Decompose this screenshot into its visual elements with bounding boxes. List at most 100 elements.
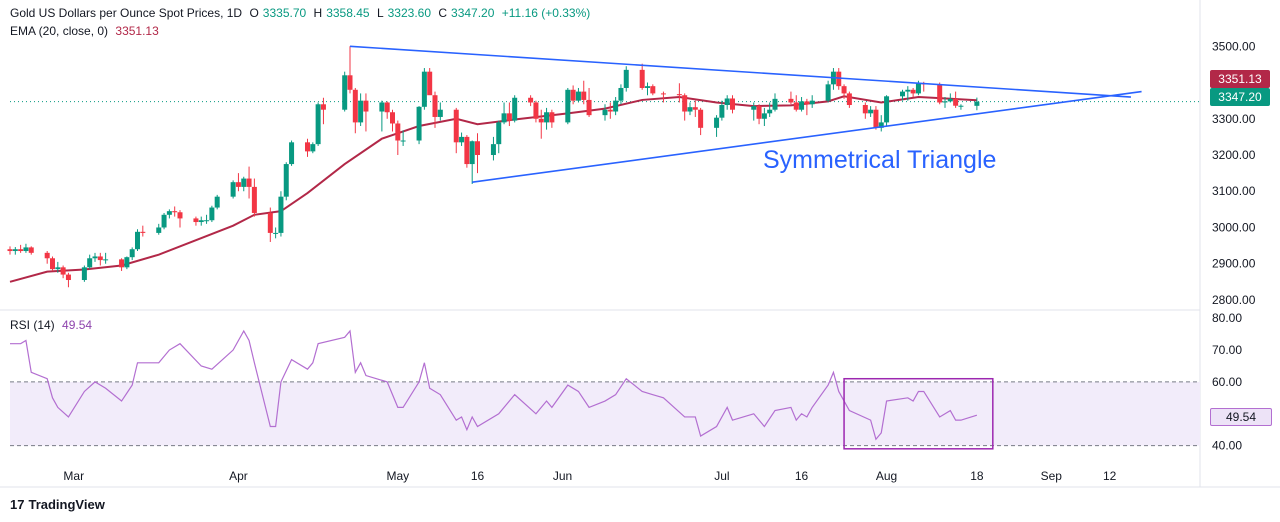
candles: [7, 46, 980, 288]
candle: [884, 95, 890, 127]
candle-body: [846, 93, 852, 106]
low-value: 3323.60: [387, 6, 432, 20]
candle: [533, 100, 539, 123]
candle-body: [161, 214, 167, 228]
low-label: L: [376, 6, 384, 20]
candle: [204, 214, 210, 224]
candle: [44, 251, 50, 264]
candle: [512, 95, 518, 123]
tradingview-logo[interactable]: 17 TradingView: [10, 497, 105, 512]
candle: [289, 140, 295, 166]
time-tick-label: May: [386, 469, 409, 483]
candle-body: [618, 87, 624, 101]
candle: [310, 142, 316, 154]
candle-body: [18, 249, 24, 252]
candle: [305, 138, 310, 157]
candle: [873, 106, 879, 130]
upper-trendline: [349, 45, 1131, 98]
candle-body: [81, 267, 87, 281]
candle-body: [140, 231, 146, 233]
ema-line: [9, 95, 977, 283]
candle: [60, 265, 66, 279]
candle-body: [719, 105, 725, 118]
candle-body: [177, 212, 183, 219]
candle-body: [97, 256, 103, 261]
candle-body: [878, 122, 884, 128]
candle-body: [209, 207, 215, 221]
candle: [836, 68, 842, 90]
candle-body: [974, 101, 980, 106]
candle: [166, 209, 172, 219]
candle: [315, 102, 321, 146]
candle-body: [602, 109, 608, 116]
candle-body: [44, 252, 50, 259]
candle-body: [459, 136, 465, 143]
candle-body: [793, 102, 799, 110]
candle-body: [267, 212, 273, 233]
candle: [267, 207, 273, 242]
candle: [81, 265, 87, 282]
symbol-header: Gold US Dollars per Ounce Spot Prices, 1…: [10, 6, 594, 20]
candle: [92, 252, 98, 262]
candle: [788, 91, 794, 105]
candle: [565, 87, 571, 125]
tradingview-logo-text: TradingView: [28, 497, 105, 512]
candle-body: [432, 95, 438, 117]
ema-value: 3351.13: [115, 24, 159, 38]
candle: [947, 93, 953, 103]
rsi-legend[interactable]: RSI (14) 49.54: [10, 318, 96, 332]
candle-body: [421, 71, 427, 107]
candle: [437, 102, 443, 121]
candle-body: [506, 113, 512, 121]
candle-body: [352, 89, 358, 123]
price-tick-label: 3200.00: [1212, 148, 1256, 162]
axes: 2800.00 2900.00 3000.00 3100.00 3200.00 3300.…: [63, 39, 1255, 483]
candle: [900, 89, 905, 101]
candle: [575, 87, 581, 103]
candle-body: [809, 100, 815, 105]
price-tick-label: 2800.00: [1212, 293, 1256, 307]
time-tick-label: Jun: [553, 469, 572, 483]
candle-body: [60, 267, 66, 275]
candle: [241, 176, 247, 192]
open-value: 3335.70: [262, 6, 307, 20]
candle-body: [464, 136, 470, 165]
ema-legend[interactable]: EMA (20, close, 0) 3351.13: [10, 24, 163, 38]
lower-trendline: [472, 90, 1142, 183]
price-tick-label: 3300.00: [1212, 112, 1256, 126]
candle-body: [453, 109, 459, 143]
candle-body: [172, 211, 178, 213]
high-value: 3358.45: [326, 6, 370, 20]
candle: [714, 115, 720, 137]
candle: [538, 109, 544, 139]
candle-body: [905, 89, 911, 92]
time-tick-label: Jul: [714, 469, 729, 483]
candle: [607, 102, 613, 119]
candle-body: [437, 109, 443, 117]
candle: [278, 191, 284, 237]
candle: [618, 84, 624, 105]
candle-body: [581, 91, 587, 100]
rsi-band: [10, 381, 1200, 447]
candle-body: [490, 144, 496, 156]
candle: [687, 102, 693, 116]
candle-body: [241, 178, 247, 187]
candle: [767, 102, 773, 117]
candle: [793, 95, 799, 112]
high-label: H: [313, 6, 323, 20]
candle: [87, 254, 93, 270]
candle-body: [283, 164, 289, 197]
candle-body: [900, 91, 905, 97]
candle-body: [676, 94, 682, 96]
candle: [421, 68, 427, 110]
candle: [650, 84, 656, 96]
candle-body: [23, 247, 29, 252]
candle: [50, 256, 55, 271]
candle-body: [639, 69, 645, 88]
candle: [756, 104, 762, 125]
candle: [384, 101, 390, 119]
candle-body: [799, 101, 805, 110]
candle-body: [910, 89, 916, 94]
candle-body: [156, 227, 162, 233]
